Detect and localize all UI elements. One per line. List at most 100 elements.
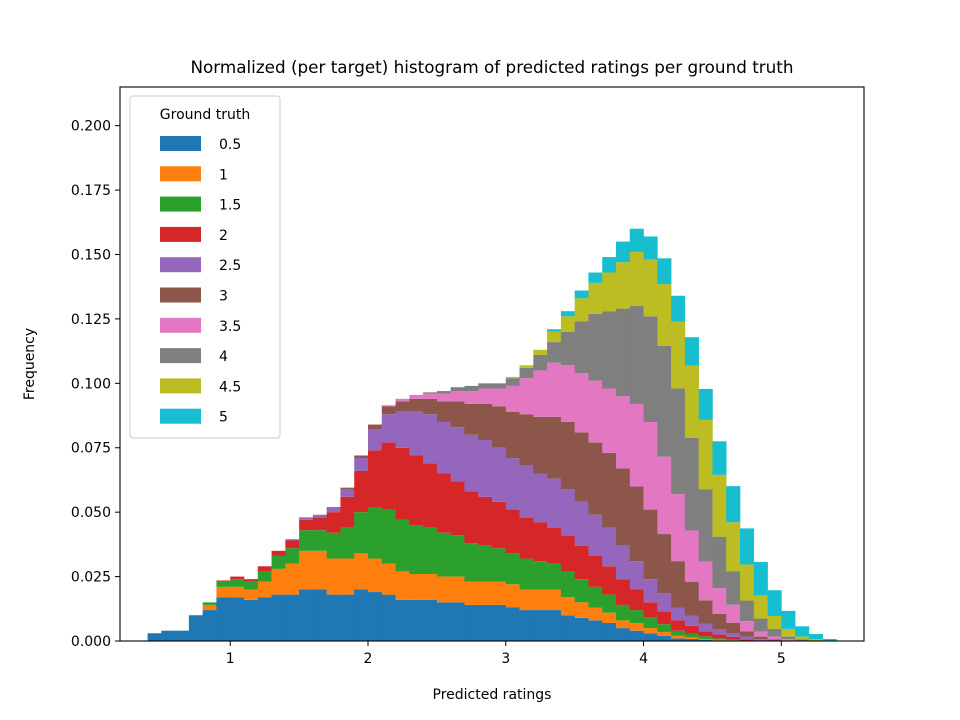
bar-0.5-bin-9 [271,594,286,641]
bar-3-bin-18 [395,401,410,412]
bar-3-bin-38 [671,561,686,608]
bar-1.5-bin-38 [671,630,686,636]
bar-0.5-bin-28 [533,610,548,641]
bar-3.5-bin-24 [478,388,493,404]
bar-0.5-bin-35 [629,630,644,641]
bar-3.5-bin-43 [740,621,755,632]
bar-2-bin-12 [312,517,327,531]
bar-5-bin-47 [795,626,810,637]
legend-label-0.5: 0.5 [219,137,241,153]
bar-2.5-bin-30 [560,488,575,536]
legend-swatch-5 [160,408,201,424]
bar-1.5-bin-20 [423,527,438,574]
bar-2.5-bin-18 [395,411,410,448]
bar-1.5-bin-40 [698,636,713,639]
bar-4-bin-44 [753,618,768,632]
bar-1.5-bin-26 [505,553,520,585]
bar-2.5-bin-29 [547,478,562,528]
bar-2-bin-6 [230,576,245,580]
bar-3-bin-43 [740,631,755,637]
bar-1.5-bin-35 [629,610,644,623]
bar-2.5-bin-23 [464,434,479,492]
bar-5-bin-38 [671,295,686,322]
bar-3.5-bin-33 [602,388,617,453]
bar-2-bin-32 [588,555,603,587]
bar-2.5-bin-28 [533,473,548,523]
legend-label-1: 1 [219,167,228,183]
bar-5-bin-36 [643,236,658,260]
bar-0.5-bin-22 [450,602,465,641]
bar-3.5-bin-32 [588,380,603,443]
bar-3-bin-35 [629,486,644,562]
legend-box [129,95,281,439]
bar-3-bin-15 [354,455,369,459]
bar-4-bin-22 [450,387,465,392]
bar-3.5-bin-25 [492,388,507,407]
legend-label-2.5: 2.5 [219,258,241,274]
bar-0.5-bin-32 [588,620,603,641]
bar-2.5-bin-34 [616,545,631,580]
bar-0.5-bin-10 [285,594,300,641]
bar-4.5-bin-28 [533,349,548,355]
x-axis-label: Predicted ratings [433,687,552,703]
bar-3-bin-36 [643,509,658,580]
bar-2.5-bin-38 [671,607,686,621]
bar-1-bin-15 [354,553,369,590]
bar-2-bin-15 [354,470,369,513]
bar-0.5-bin-24 [478,604,493,641]
bar-2-bin-25 [492,501,507,549]
bar-2-bin-21 [436,473,451,533]
bar-2.5-bin-17 [381,414,396,443]
bar-3-bin-45 [767,639,782,641]
legend-label-1.5: 1.5 [219,198,241,214]
bar-3.5-bin-27 [519,378,534,415]
legend-swatch-4.5 [160,378,201,394]
bar-2.5-bin-24 [478,440,493,497]
bar-0.5-bin-15 [354,589,369,641]
bar-5-bin-30 [560,311,575,317]
bar-2-bin-29 [547,527,562,564]
bar-2.5-bin-26 [505,458,520,510]
bar-1.5-bin-21 [436,532,451,577]
y-tick-label: 0.000 [71,634,111,650]
bar-3-bin-27 [519,414,534,466]
bar-0.5-bin-16 [368,592,383,641]
bar-5-bin-29 [547,329,562,332]
bar-2-bin-16 [368,450,383,508]
bar-2-bin-11 [299,519,314,531]
x-tick-label: 1 [226,651,235,667]
bar-2-bin-8 [257,566,272,572]
bar-5-bin-49 [822,638,837,641]
legend-label-3: 3 [219,289,228,305]
bar-1-bin-24 [478,581,493,605]
legend-swatch-0.5 [160,136,201,151]
bar-1-bin-23 [464,581,479,605]
legend-label-5: 5 [219,410,228,426]
bar-1-bin-32 [588,607,603,621]
bar-0.5-bin-11 [299,589,314,641]
bar-1-bin-36 [643,628,658,634]
legend-swatch-3 [160,287,201,303]
bar-1-bin-21 [436,576,451,603]
bar-3-bin-24 [478,403,493,441]
bar-2.5-bin-27 [519,465,534,518]
plot-frame [119,86,865,642]
bar-3-bin-17 [381,406,396,415]
y-tick-label: 0.025 [71,570,111,586]
bar-1-bin-8 [257,581,272,598]
bar-4-bin-36 [643,316,658,422]
bar-1.5-bin-14 [340,527,355,559]
bar-3-bin-23 [464,403,479,435]
bar-4.5-bin-40 [698,419,713,490]
bar-4-bin-33 [602,311,617,389]
bar-3.5-bin-46 [781,639,796,641]
bar-1-bin-22 [450,576,465,603]
bar-2.5-bin-21 [436,421,451,474]
bar-1.5-bin-29 [547,563,562,590]
y-tick-label: 0.200 [71,119,111,135]
bar-4.5-bin-36 [643,259,658,317]
bar-0.5-bin-39 [684,638,699,641]
bar-1.5-bin-19 [409,525,424,575]
bar-2-bin-23 [464,491,479,544]
